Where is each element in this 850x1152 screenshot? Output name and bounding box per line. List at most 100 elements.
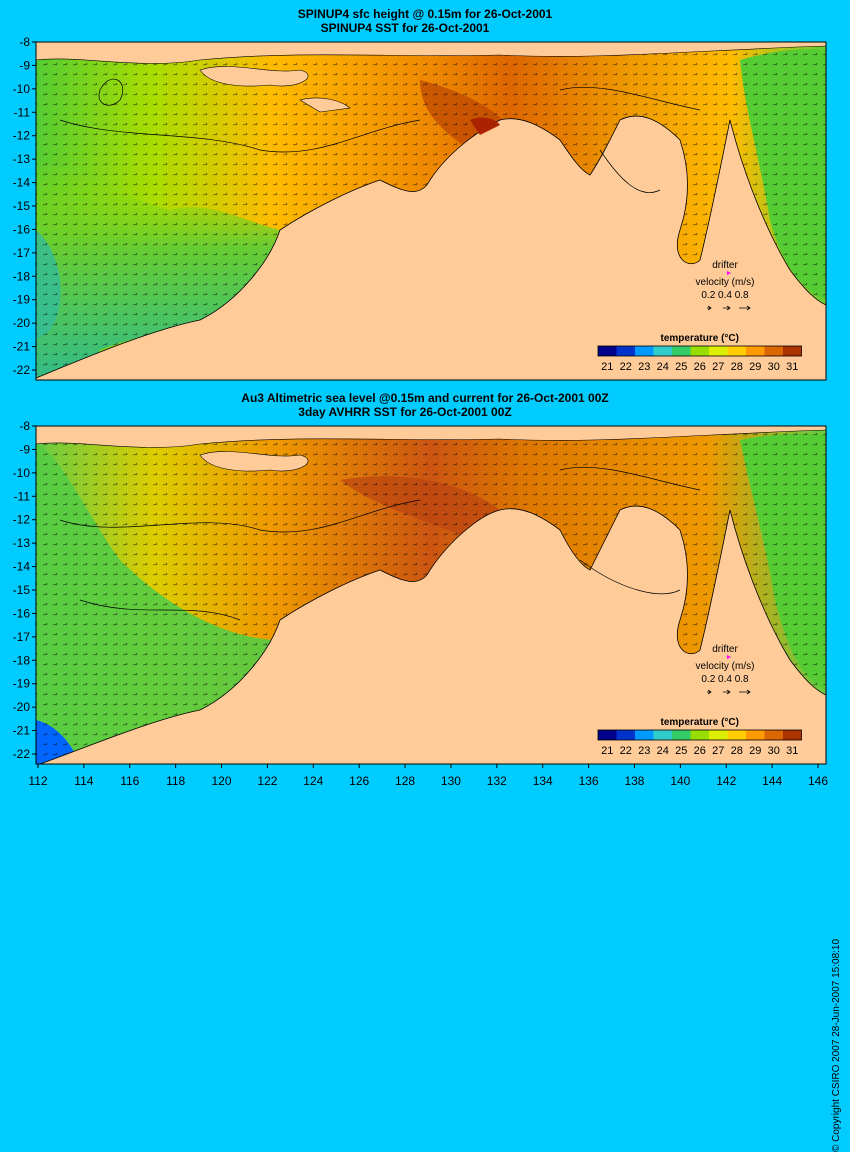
legend-tick-label: 21 — [601, 361, 613, 373]
legend-tick-label: 30 — [768, 745, 780, 757]
velocity-arrow — [707, 689, 712, 695]
legend-color-cell — [746, 730, 765, 740]
legend-tick-label: 28 — [731, 361, 743, 373]
y-tick-label: -22 — [13, 363, 31, 377]
x-tick-label: 138 — [624, 774, 644, 788]
legend-color-cell — [653, 730, 672, 740]
legend-title: temperature (°C) — [661, 333, 739, 344]
legend-color-cell — [635, 346, 654, 356]
panel1-map — [35, 41, 827, 381]
legend-tick-label: 30 — [768, 361, 780, 373]
y-tick-label: -20 — [13, 700, 31, 714]
y-tick-label: -16 — [13, 222, 31, 236]
panel2-title-line2: 3day AVHRR SST for 26-Oct-2001 00Z — [298, 405, 512, 419]
y-tick-label: -15 — [13, 199, 31, 213]
legend-color-cell — [783, 346, 802, 356]
legend-tick-label: 31 — [786, 361, 798, 373]
y-tick-label: -17 — [13, 246, 31, 260]
legend-tick-label: 29 — [749, 361, 761, 373]
panel2-timor-island — [199, 451, 309, 472]
y-tick-label: -21 — [13, 340, 31, 354]
legend-tick-label: 29 — [749, 745, 761, 757]
map-figure: -8 -9 -10 -11 -12 -13 -14 -15 -16 -17 -18 -19 -20 -21… — [13, 35, 829, 788]
x-tick-label: 142 — [716, 774, 736, 788]
drifter-label: drifter — [712, 260, 738, 271]
velocity-arrow — [707, 305, 712, 311]
y-tick-label: -10 — [13, 82, 31, 96]
legend-color-cell — [764, 730, 783, 740]
panel2-height-contours — [59, 467, 701, 621]
velocity-arrow — [723, 689, 731, 695]
y-tick-label: -9 — [19, 442, 30, 456]
legend-color-cell — [598, 730, 617, 740]
legend-color-cell — [616, 346, 635, 356]
y-tick-label: -13 — [13, 152, 31, 166]
legend-color-cell — [764, 346, 783, 356]
y-tick-label: -12 — [13, 129, 31, 143]
legend-tick-label: 23 — [638, 745, 650, 757]
legend-tick-label: 24 — [657, 361, 669, 373]
y-tick-label: -8 — [19, 419, 30, 433]
x-tick-label: 116 — [120, 774, 139, 788]
panel1-australia-land — [35, 115, 827, 381]
x-tick-label: 136 — [579, 774, 599, 788]
legend-title: temperature (°C) — [661, 717, 739, 728]
legend-tick-label: 22 — [620, 745, 632, 757]
y-tick-label: -21 — [13, 724, 31, 738]
velocity-arrow — [739, 689, 751, 695]
x-tick-label: 130 — [441, 774, 461, 788]
legend-color-cell — [783, 730, 802, 740]
legend-tick-label: 23 — [638, 361, 650, 373]
y-tick-label: -8 — [19, 35, 30, 49]
velocity-arrow — [739, 305, 751, 311]
drifter-marker — [727, 271, 731, 275]
legend-color-cell — [690, 346, 709, 356]
y-tick-label: -13 — [13, 536, 31, 550]
legend-color-cell — [616, 730, 635, 740]
y-tick-label: -16 — [13, 606, 31, 620]
legend-tick-label: 26 — [694, 745, 706, 757]
y-tick-label: -17 — [13, 630, 31, 644]
y-tick-label: -10 — [13, 466, 31, 480]
velocity-label: velocity (m/s) — [696, 277, 755, 288]
panel1-northern-islands — [35, 41, 827, 64]
x-tick-label: 128 — [395, 774, 415, 788]
y-tick-label: -19 — [13, 293, 31, 307]
drifter-marker — [727, 655, 731, 659]
panel1-title-line1: SPINUP4 sfc height @ 0.15m for 26-Oct-20… — [297, 7, 553, 21]
legend-color-cell — [598, 346, 617, 356]
legend-tick-label: 24 — [657, 745, 669, 757]
legend-color-cell — [653, 346, 672, 356]
x-tick-label: 112 — [28, 774, 47, 788]
y-tick-label: -14 — [13, 560, 31, 574]
y-tick-label: -20 — [13, 316, 31, 330]
legend-color-cell — [727, 346, 746, 356]
y-tick-label: -11 — [14, 489, 31, 503]
x-tick-label: 140 — [670, 774, 690, 788]
panel1-height-contours — [59, 78, 701, 193]
panel2-northern-islands — [35, 425, 827, 448]
x-tick-label: 134 — [533, 774, 553, 788]
legend-tick-label: 21 — [601, 745, 613, 757]
velocity-label: velocity (m/s) — [696, 661, 755, 672]
y-tick-label: -19 — [13, 677, 31, 691]
legend-tick-label: 31 — [786, 745, 798, 757]
legend-tick-label: 25 — [675, 745, 687, 757]
y-tick-label: -12 — [13, 513, 31, 527]
legend-tick-label: 27 — [712, 745, 724, 757]
velocity-values: 0.2 0.4 0.8 — [701, 674, 749, 685]
panel2-title-line1: Au3 Altimetric sea level @0.15m and curr… — [241, 391, 609, 405]
y-tick-label: -18 — [13, 269, 31, 283]
y-tick-label: -15 — [13, 583, 31, 597]
x-tick-label: 114 — [74, 774, 93, 788]
legend-color-cell — [709, 730, 728, 740]
x-tick-label: 124 — [303, 774, 323, 788]
legend-tick-label: 26 — [694, 361, 706, 373]
panel2-australia-land — [39, 505, 827, 765]
legend-color-cell — [635, 730, 654, 740]
drifter-label: drifter — [712, 644, 738, 655]
velocity-arrow — [723, 305, 731, 311]
y-tick-label: -11 — [14, 105, 31, 119]
legend-color-cell — [672, 730, 691, 740]
y-tick-label: -18 — [13, 653, 31, 667]
